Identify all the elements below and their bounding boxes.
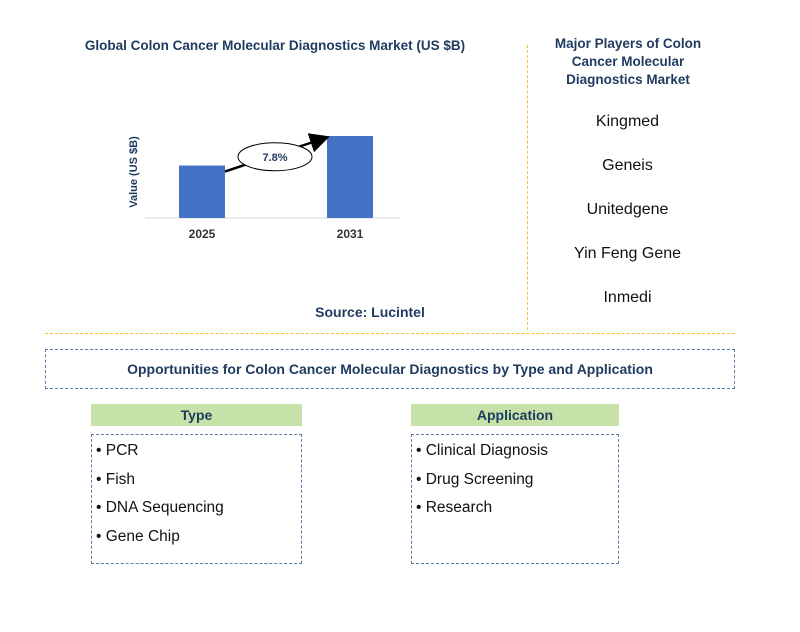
application-header: Application: [411, 404, 619, 426]
player-item: Geneis: [602, 157, 653, 174]
type-list: • PCR • Fish • DNA Sequencing • Gene Chi…: [91, 434, 302, 564]
chart-title: Global Colon Cancer Molecular Diagnostic…: [84, 38, 466, 53]
bar-2025: [179, 165, 225, 218]
cagr-label: 7.8%: [262, 152, 287, 164]
source-label: Source: Lucintel: [315, 304, 425, 320]
application-item: • Drug Screening: [416, 470, 534, 488]
cagr-bubble: [237, 142, 313, 172]
type-header: Type: [91, 404, 302, 426]
type-item: • Fish: [96, 470, 136, 488]
x-tick-label: 2031: [337, 227, 364, 241]
bar-2031: [327, 136, 373, 218]
player-item: Kingmed: [595, 113, 660, 130]
bar-chart: Value (US $B) 2025 2031 7.8%: [128, 133, 400, 241]
type-item: • Gene Chip: [96, 527, 180, 545]
type-item: • PCR: [96, 442, 139, 459]
application-list: • Clinical Diagnosis • Drug Screening • …: [411, 434, 619, 564]
opportunities-title: Opportunities for Colon Cancer Molecular…: [45, 349, 735, 389]
horizontal-divider: [45, 333, 735, 334]
players-title: Major Players of Colon Cancer Molecular …: [554, 36, 702, 87]
application-item: • Clinical Diagnosis: [416, 442, 549, 459]
application-item: • Research: [416, 499, 493, 516]
x-tick-label: 2025: [189, 227, 216, 241]
y-axis-label: Value (US $B): [128, 136, 140, 208]
player-item: Unitedgene: [586, 201, 669, 218]
player-item: Yin Feng Gene: [573, 245, 682, 262]
type-item: • DNA Sequencing: [96, 499, 224, 516]
opportunities-title-text: Opportunities for Colon Cancer Molecular…: [127, 361, 653, 377]
player-item: Inmedi: [603, 289, 652, 306]
vertical-divider: [527, 45, 528, 330]
